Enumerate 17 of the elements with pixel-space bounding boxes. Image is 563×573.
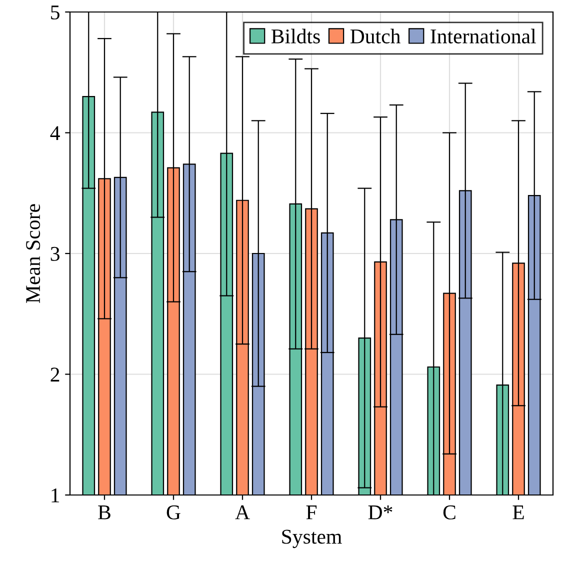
y-tick-label: 5	[51, 6, 60, 20]
x-tick-label: F	[306, 506, 317, 520]
x-tick-label: D*	[368, 506, 392, 520]
legend-label: Dutch	[350, 28, 400, 44]
y-tick-label: 3	[50, 246, 60, 261]
y-axis-title: Mean Score	[26, 204, 40, 303]
x-tick-label: B	[98, 506, 110, 520]
x-tick-label: E	[512, 506, 524, 520]
y-tick-label: 2	[50, 368, 60, 382]
legend-label: International	[430, 28, 536, 44]
x-tick-label: C	[443, 505, 456, 520]
x-tick-label: G	[166, 505, 180, 520]
x-axis-title: System	[282, 530, 342, 548]
legend-label: Bildts	[271, 28, 320, 44]
y-tick-label: 1	[52, 488, 60, 502]
y-tick-label: 4	[50, 126, 60, 140]
x-tick-label: A	[235, 505, 250, 520]
